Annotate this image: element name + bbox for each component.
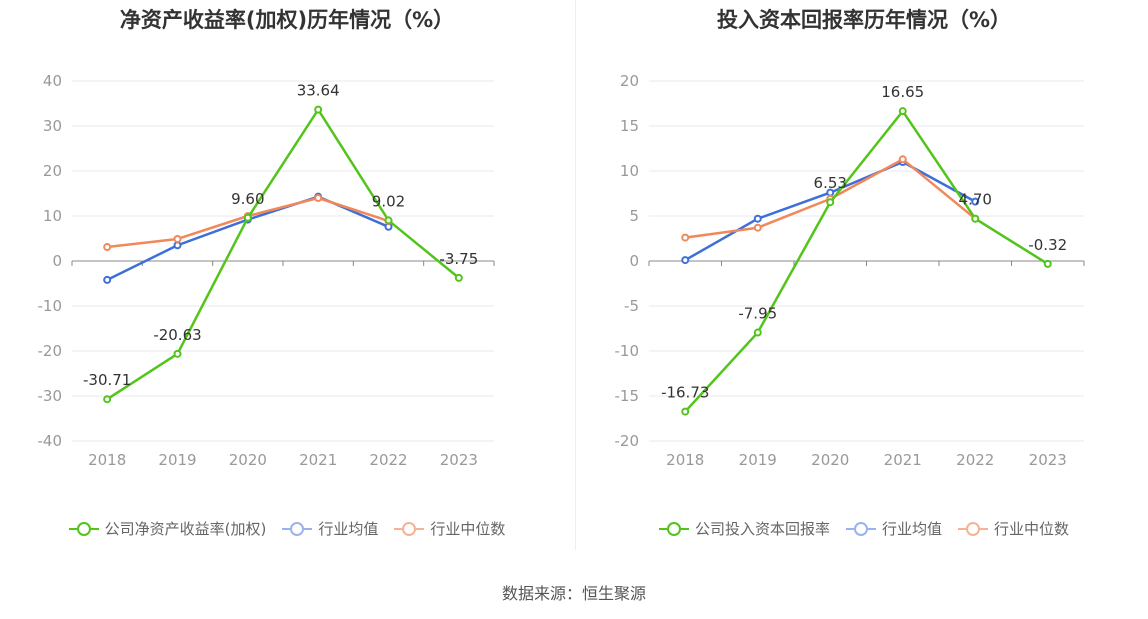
y-tick-label: 0 — [52, 252, 62, 270]
y-tick-label: 5 — [629, 207, 639, 225]
x-tick-label: 2019 — [739, 451, 777, 469]
data-point — [681, 407, 690, 416]
data-point — [173, 234, 182, 243]
legend-item[interactable]: 行业中位数 — [394, 518, 505, 539]
chart-legend: 公司投入资本回报率 行业均值 行业中位数 — [577, 518, 1148, 539]
y-tick-label: 30 — [43, 117, 62, 135]
legend-label: 行业均值 — [881, 520, 942, 538]
data-point — [971, 214, 980, 223]
y-tick-label: -5 — [624, 297, 639, 315]
data-label: -20.63 — [153, 326, 201, 344]
data-label: 9.60 — [231, 190, 264, 208]
data-point — [103, 395, 112, 404]
y-tick-label: 20 — [620, 72, 639, 90]
x-tick-label: 2018 — [88, 451, 126, 469]
y-tick-label: 10 — [620, 162, 639, 180]
data-label: -3.75 — [439, 250, 478, 268]
y-tick-label: 20 — [43, 162, 62, 180]
data-label: 16.65 — [881, 83, 924, 101]
legend-label: 公司净资产收益率(加权) — [104, 520, 267, 538]
data-label: 6.53 — [814, 174, 847, 192]
y-tick-label: 0 — [629, 252, 639, 270]
series-line — [106, 195, 389, 282]
data-point — [753, 214, 762, 223]
x-tick-label: 2018 — [666, 451, 704, 469]
data-point — [753, 328, 762, 337]
data-point — [681, 256, 690, 265]
legend-item[interactable]: 公司投入资本回报率 — [658, 518, 830, 539]
x-tick-label: 2020 — [811, 451, 849, 469]
y-tick-label: -30 — [38, 387, 63, 405]
y-tick-label: 10 — [43, 207, 62, 225]
data-point — [898, 155, 907, 164]
y-tick-label: -40 — [38, 432, 63, 450]
legend-item[interactable]: 行业均值 — [282, 518, 378, 539]
chart-title: 净资产收益率(加权)历年情况（%） — [119, 8, 455, 32]
x-tick-label: 2022 — [956, 451, 994, 469]
data-point — [753, 223, 762, 232]
y-tick-label: 15 — [620, 117, 639, 135]
legend-label: 公司投入资本回报率 — [694, 520, 830, 538]
data-point — [971, 197, 980, 206]
data-label: 33.64 — [297, 82, 340, 100]
x-tick-label: 2023 — [440, 451, 478, 469]
x-tick-label: 2021 — [299, 451, 337, 469]
legend-item[interactable]: 行业中位数 — [958, 518, 1069, 539]
data-point — [454, 273, 463, 282]
legend-label: 行业中位数 — [430, 520, 506, 538]
legend-label: 行业中位数 — [994, 520, 1070, 538]
series-line — [106, 108, 460, 401]
data-point — [103, 275, 112, 284]
y-tick-label: -10 — [38, 297, 63, 315]
y-tick-label: -20 — [38, 342, 63, 360]
data-point — [173, 241, 182, 250]
x-tick-label: 2023 — [1029, 451, 1067, 469]
data-point — [103, 243, 112, 252]
data-point — [1043, 259, 1052, 268]
data-point — [314, 105, 323, 114]
roe-line-chart: 40 30 20 10 0 -10 -20 -30 -40 2018 2019 2020 2021 202… — [38, 72, 495, 469]
roe-chart-panel: 净资产收益率(加权)历年情况（%） 40 30 20 10 0 -10 -20 -30 -40 2… — [0, 0, 574, 560]
legend-marker-icon — [282, 521, 313, 536]
data-point — [681, 233, 690, 242]
y-tick-label: -15 — [615, 387, 640, 405]
chart-title: 投入资本回报率历年情况（%） — [716, 8, 1012, 32]
series-line — [684, 109, 1049, 413]
legend-marker-icon — [394, 521, 425, 536]
x-tick-label: 2020 — [229, 451, 267, 469]
y-tick-label: 40 — [43, 72, 62, 90]
legend-item[interactable]: 公司净资产收益率(加权) — [68, 518, 267, 539]
legend-item[interactable]: 行业均值 — [845, 518, 942, 539]
legend-marker-icon — [845, 521, 876, 536]
data-point — [243, 213, 252, 222]
x-tick-label: 2021 — [884, 451, 922, 469]
data-label: 9.02 — [372, 192, 405, 210]
data-label: -16.73 — [661, 384, 709, 402]
y-tick-label: -10 — [615, 342, 640, 360]
legend-marker-icon — [68, 521, 99, 536]
data-label: -30.71 — [83, 371, 131, 389]
x-tick-label: 2019 — [158, 451, 196, 469]
panel-divider — [575, 0, 576, 550]
x-tick-label: 2022 — [369, 451, 407, 469]
roic-chart-panel: 投入资本回报率历年情况（%） 20 15 10 5 0 -5 -10 -15 -20 2018 20… — [577, 0, 1148, 560]
legend-label: 行业均值 — [318, 520, 379, 538]
chart-legend: 公司净资产收益率(加权) 行业均值 行业中位数 — [0, 518, 574, 539]
data-point — [384, 216, 393, 225]
data-point — [173, 349, 182, 358]
y-tick-label: -20 — [615, 432, 640, 450]
roic-line-chart: 20 15 10 5 0 -5 -10 -15 -20 2018 2019 2020 2021 2022 2… — [615, 72, 1085, 469]
data-point — [826, 198, 835, 207]
data-point — [898, 107, 907, 116]
data-label: -0.32 — [1028, 236, 1067, 254]
data-point — [314, 194, 323, 202]
data-label: -7.95 — [738, 305, 777, 323]
legend-marker-icon — [958, 521, 988, 536]
legend-marker-icon — [658, 521, 689, 536]
data-label: 4.70 — [959, 191, 992, 209]
data-source-note: 数据来源：恒生聚源 — [501, 584, 646, 603]
